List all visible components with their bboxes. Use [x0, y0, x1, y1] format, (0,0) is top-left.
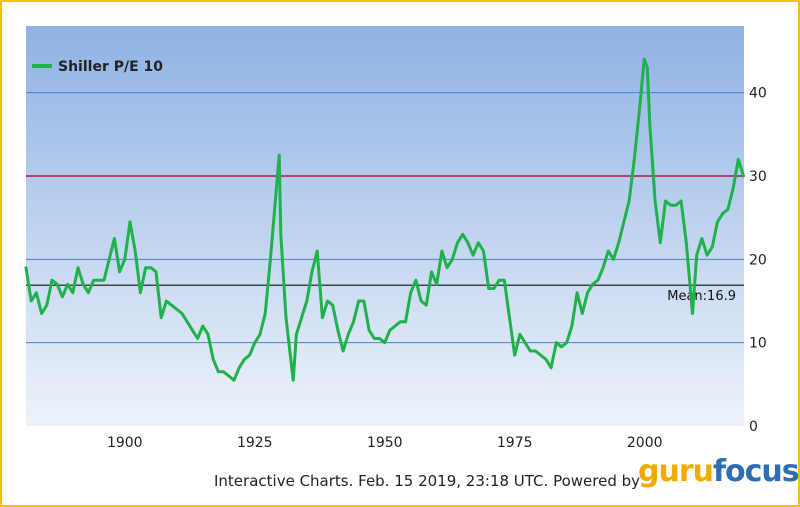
- x-tick-label-1975: 1975: [497, 435, 533, 451]
- mean-label: Mean:16.9: [667, 289, 736, 304]
- logo-guru: guru: [638, 454, 714, 489]
- gurufocus-logo[interactable]: gurufocus: [638, 454, 800, 489]
- y-tick-label-10: 10: [749, 336, 767, 352]
- plot-area: [26, 26, 744, 426]
- legend[interactable]: Shiller P/E 10: [32, 59, 163, 75]
- mean-line-group: Mean:16.9: [26, 284, 744, 304]
- x-axis-ticks: 1900 1925 1950 1975 2000: [107, 435, 663, 451]
- logo-focus: focus: [712, 454, 800, 489]
- footer-text: Interactive Charts. Feb. 15 2019, 23:18 …: [214, 472, 641, 490]
- x-tick-label-1950: 1950: [367, 435, 403, 451]
- y-tick-label-0: 0: [749, 419, 758, 435]
- x-tick-label-1925: 1925: [237, 435, 273, 451]
- series-group: [24, 57, 745, 382]
- series-line-0: [24, 57, 745, 382]
- y-axis-ticks: 0 10 20 30 40: [749, 86, 767, 435]
- y-tick-label-20: 20: [749, 252, 767, 268]
- y-tick-label-40: 40: [749, 86, 767, 102]
- legend-label: Shiller P/E 10: [58, 59, 163, 75]
- x-tick-label-2000: 2000: [627, 435, 663, 451]
- y-tick-label-30: 30: [749, 169, 767, 185]
- x-tick-label-1900: 1900: [107, 435, 143, 451]
